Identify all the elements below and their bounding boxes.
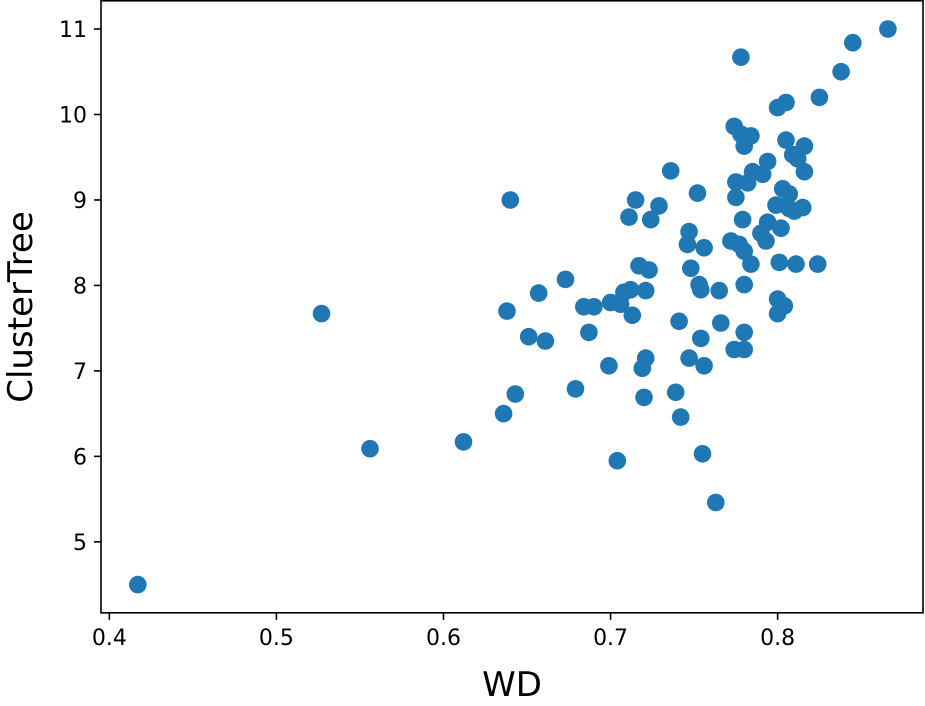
scatter-point [780, 185, 799, 203]
scatter-point [670, 312, 688, 331]
scatter-point [621, 280, 640, 299]
y-axis-label: ClusterTree [1, 211, 41, 403]
scatter-point [556, 270, 575, 289]
scatter-point [693, 445, 712, 463]
scatter-point [844, 33, 862, 52]
scatter-point [735, 323, 753, 342]
x-axis: 0.4 0.5 0.6 0.7 0.8 [92, 612, 795, 651]
scatter-point [742, 127, 760, 145]
scatter-point [732, 48, 750, 66]
scatter-point [671, 408, 690, 426]
scatter-point [742, 255, 760, 273]
scatter-point [494, 404, 513, 423]
scatter-point [641, 210, 660, 229]
scatter-point [692, 329, 710, 348]
scatter-point [777, 131, 795, 149]
scatter-point [727, 188, 745, 207]
scatter-point [312, 304, 331, 323]
scatter-point [650, 197, 668, 215]
scatter-point [620, 208, 638, 226]
scatter-point [772, 219, 790, 237]
points-layer [129, 20, 897, 594]
scatter-point [695, 239, 713, 257]
scatter-point [680, 222, 698, 241]
scatter-point [666, 383, 685, 402]
y-tick-label: 5 [73, 531, 87, 556]
scatter-point [661, 162, 680, 180]
scatter-point [585, 298, 603, 316]
scatter-point [777, 93, 795, 112]
scatter-point [682, 259, 700, 278]
scatter-point [767, 196, 785, 214]
plot-frame [100, 0, 924, 614]
scatter-point [129, 575, 147, 594]
scatter-point [733, 210, 752, 229]
scatter-point [735, 275, 753, 294]
x-tick-label: 0.4 [92, 626, 127, 651]
y-axis: 5 6 7 8 9 10 11 [59, 18, 101, 556]
scatter-point [680, 349, 698, 367]
scatter-point [710, 281, 728, 300]
y-tick-label: 6 [73, 445, 87, 470]
x-tick-label: 0.7 [593, 626, 628, 651]
x-tick-label: 0.5 [259, 626, 294, 651]
scatter-point [808, 255, 827, 273]
scatter-point [678, 235, 697, 254]
scatter-point [640, 261, 658, 279]
scatter-point [636, 281, 655, 300]
scatter-point [758, 213, 777, 231]
scatter-point [635, 388, 653, 407]
x-axis-label: WD [482, 665, 542, 705]
scatter-point [757, 232, 775, 250]
scatter-point [793, 198, 812, 217]
scatter-point [506, 385, 525, 403]
scatter-point [795, 137, 814, 155]
scatter-point [454, 433, 473, 451]
scatter-point [770, 253, 789, 272]
scatter-point [707, 493, 725, 512]
scatter-point [636, 349, 655, 367]
scatter-point [692, 280, 710, 299]
scatter-point [688, 184, 707, 202]
scatter-point [529, 284, 548, 302]
y-tick-label: 10 [59, 103, 87, 128]
scatter-point [519, 327, 538, 346]
y-tick-label: 9 [73, 189, 87, 214]
y-tick-label: 8 [73, 274, 87, 299]
scatter-point [775, 297, 794, 315]
scatter-point [626, 191, 645, 209]
scatter-point [566, 380, 585, 398]
y-tick-label: 7 [73, 360, 87, 385]
scatter-point [600, 357, 618, 375]
x-tick-label: 0.6 [426, 626, 461, 651]
scatter-point [498, 302, 516, 320]
scatter-point [735, 340, 753, 359]
scatter-point [501, 191, 520, 209]
scatter-point [580, 323, 598, 342]
scatter-point [361, 439, 379, 458]
scatter-point [712, 314, 730, 332]
scatter-point [787, 255, 805, 273]
scatter-point [623, 306, 642, 325]
scatter-point [879, 20, 897, 38]
scatter-point [810, 88, 829, 107]
scatter-point [832, 62, 850, 81]
scatter-point [735, 242, 753, 260]
scatter-point [795, 162, 814, 181]
y-tick-label: 11 [59, 18, 87, 43]
scatter-point [758, 152, 777, 171]
x-tick-label: 0.8 [760, 626, 795, 651]
scatter-point [608, 451, 627, 470]
scatter-point [536, 332, 555, 350]
scatter-point [695, 357, 713, 375]
